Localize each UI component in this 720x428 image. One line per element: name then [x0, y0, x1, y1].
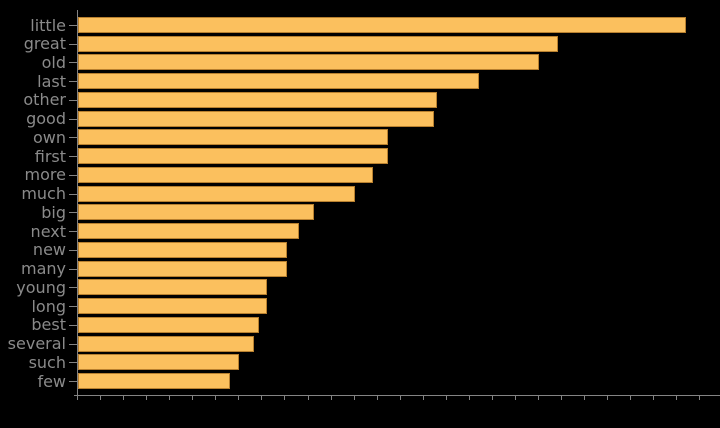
- y-axis-label-many: many: [21, 259, 66, 278]
- y-axis-label-good: good: [26, 109, 66, 128]
- y-axis-label-little: little: [30, 16, 66, 35]
- bar-many: [78, 261, 287, 277]
- x-axis-tick: [192, 396, 193, 400]
- y-axis-label-great: great: [23, 34, 66, 53]
- bar-best: [78, 317, 259, 333]
- x-axis-tick: [584, 396, 585, 400]
- x-axis-line: [74, 395, 720, 396]
- bar-several: [78, 336, 254, 352]
- bar-other: [78, 92, 437, 108]
- bar-big: [78, 204, 314, 220]
- bar-more: [78, 167, 373, 183]
- x-axis-tick: [561, 396, 562, 400]
- y-axis-label-own: own: [32, 128, 66, 147]
- bar-much: [78, 186, 355, 202]
- bar-few: [78, 373, 230, 389]
- y-axis-label-more: more: [24, 165, 66, 184]
- bar-young: [78, 279, 267, 295]
- x-axis-tick: [284, 396, 285, 400]
- y-axis-label-much: much: [21, 184, 66, 203]
- y-axis-tick: [69, 175, 77, 176]
- x-axis-tick: [146, 396, 147, 400]
- y-axis-tick: [69, 194, 77, 195]
- x-axis-tick: [215, 396, 216, 400]
- y-axis-tick: [69, 62, 77, 63]
- x-axis-tick: [169, 396, 170, 400]
- x-axis-tick: [308, 396, 309, 400]
- x-axis-tick: [377, 396, 378, 400]
- y-axis-label-next: next: [30, 222, 66, 241]
- x-axis-tick: [238, 396, 239, 400]
- x-axis-tick: [100, 396, 101, 400]
- bar-last: [78, 73, 479, 89]
- y-axis-label-big: big: [41, 203, 66, 222]
- x-axis-tick: [469, 396, 470, 400]
- bar-good: [78, 111, 434, 127]
- y-axis-tick: [69, 100, 77, 101]
- y-axis-tick: [69, 44, 77, 45]
- bar-next: [78, 223, 299, 239]
- y-axis-tick: [69, 306, 77, 307]
- x-axis-tick: [261, 396, 262, 400]
- y-axis-label-old: old: [41, 53, 66, 72]
- y-axis-label-several: several: [7, 334, 66, 353]
- bar-first: [78, 148, 388, 164]
- bar-own: [78, 129, 388, 145]
- y-axis-label-first: first: [34, 147, 66, 166]
- y-axis-spine: [77, 10, 78, 396]
- y-axis-tick: [69, 269, 77, 270]
- y-axis-tick: [69, 381, 77, 382]
- y-axis-tick: [69, 119, 77, 120]
- x-axis-tick: [492, 396, 493, 400]
- bar-little: [78, 17, 686, 33]
- y-axis-tick: [69, 362, 77, 363]
- x-axis-tick: [699, 396, 700, 400]
- bar-great: [78, 36, 558, 52]
- x-axis-tick: [538, 396, 539, 400]
- x-axis-tick: [400, 396, 401, 400]
- bar-old: [78, 54, 539, 70]
- y-axis-tick: [69, 325, 77, 326]
- x-axis-tick: [423, 396, 424, 400]
- y-axis-label-new: new: [32, 240, 66, 259]
- x-axis-tick: [515, 396, 516, 400]
- x-axis-tick: [607, 396, 608, 400]
- bar-long: [78, 298, 267, 314]
- y-axis-tick: [69, 287, 77, 288]
- bar-new: [78, 242, 287, 258]
- bar-such: [78, 354, 239, 370]
- x-axis-tick: [77, 396, 78, 400]
- y-axis-tick: [69, 156, 77, 157]
- y-axis-tick: [69, 212, 77, 213]
- y-axis-tick: [69, 81, 77, 82]
- y-axis-tick: [69, 137, 77, 138]
- y-axis-tick: [69, 250, 77, 251]
- x-axis-tick: [123, 396, 124, 400]
- x-axis-tick: [354, 396, 355, 400]
- y-axis-tick: [69, 231, 77, 232]
- y-axis-tick: [69, 344, 77, 345]
- y-axis-label-best: best: [31, 315, 66, 334]
- y-axis-label-such: such: [28, 353, 66, 372]
- x-axis-tick: [653, 396, 654, 400]
- x-axis-tick: [630, 396, 631, 400]
- y-axis-label-other: other: [23, 90, 66, 109]
- y-axis-label-few: few: [37, 372, 66, 391]
- y-axis-label-young: young: [16, 278, 66, 297]
- x-axis-tick: [676, 396, 677, 400]
- x-axis-tick: [331, 396, 332, 400]
- y-axis-tick: [69, 25, 77, 26]
- y-axis-label-long: long: [31, 297, 66, 316]
- x-axis-tick: [446, 396, 447, 400]
- y-axis-label-last: last: [37, 72, 66, 91]
